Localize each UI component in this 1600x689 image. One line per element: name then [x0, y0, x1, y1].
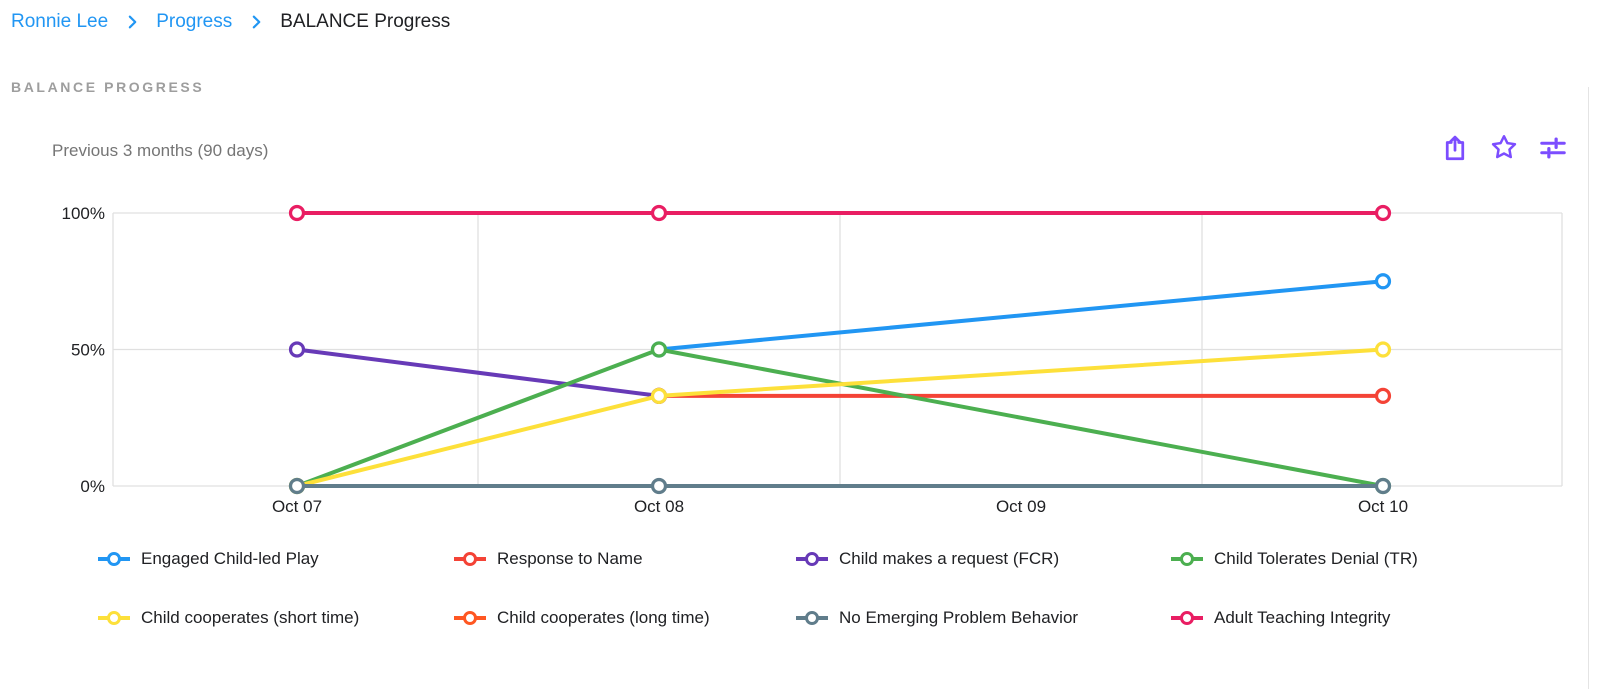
data-point[interactable] — [650, 204, 668, 222]
data-point[interactable] — [650, 387, 668, 405]
legend-label: Child Tolerates Denial (TR) — [1214, 549, 1418, 568]
y-axis-tick: 0% — [80, 477, 105, 496]
data-point[interactable] — [650, 341, 668, 358]
chevron-right-icon — [246, 12, 266, 32]
breadcrumb-link-client[interactable]: Ronnie Lee — [11, 11, 109, 32]
series-line — [295, 347, 661, 398]
legend-label: Child makes a request (FCR) — [839, 549, 1060, 568]
x-axis-tick: Oct 10 — [1358, 497, 1408, 516]
legend-marker-icon — [98, 611, 130, 625]
legend-label: No Emerging Problem Behavior — [839, 608, 1079, 627]
legend-marker-icon — [454, 552, 486, 566]
data-point[interactable] — [288, 477, 306, 495]
breadcrumb-link-progress[interactable]: Progress — [156, 11, 233, 32]
legend-label: Engaged Child-led Play — [141, 549, 319, 568]
legend-label: Response to Name — [497, 549, 643, 568]
legend-marker-icon — [796, 611, 828, 625]
share-icon — [1445, 135, 1465, 161]
legend-marker-icon — [796, 552, 828, 566]
data-point[interactable] — [1374, 273, 1392, 290]
breadcrumb-current: BALANCE Progress — [280, 11, 451, 32]
x-axis-tick: Oct 08 — [634, 497, 684, 516]
page-title: BALANCE PROGRESS — [11, 79, 205, 95]
legend-item[interactable]: Child cooperates (long time) — [453, 605, 710, 631]
legend-marker-icon — [1171, 552, 1203, 566]
legend-item[interactable]: Engaged Child-led Play — [97, 546, 319, 572]
data-point[interactable] — [1374, 477, 1392, 495]
favorite-button[interactable] — [1489, 133, 1519, 163]
data-point[interactable] — [1374, 387, 1392, 405]
breadcrumb: Ronnie Lee Progress BALANCE Progress — [11, 11, 450, 33]
sliders-icon — [1540, 137, 1566, 159]
legend-marker-icon — [454, 611, 486, 625]
legend-item[interactable]: Response to Name — [453, 546, 643, 572]
x-axis-tick: Oct 07 — [272, 497, 322, 516]
panel-divider — [1588, 87, 1589, 689]
data-point[interactable] — [288, 204, 306, 222]
data-point[interactable] — [650, 477, 668, 495]
x-axis-tick: Oct 09 — [996, 497, 1046, 516]
star-icon — [1491, 135, 1517, 159]
data-point[interactable] — [1374, 341, 1392, 358]
legend-item[interactable]: Child Tolerates Denial (TR) — [1170, 546, 1418, 572]
legend-item[interactable]: Child cooperates (short time) — [97, 605, 359, 631]
date-range-label: Previous 3 months (90 days) — [52, 141, 269, 160]
series-line — [657, 279, 1385, 352]
y-axis-tick: 50% — [71, 341, 105, 360]
chart-toolbar — [1440, 133, 1568, 163]
legend-item[interactable]: No Emerging Problem Behavior — [795, 605, 1078, 631]
legend-label: Adult Teaching Integrity — [1214, 608, 1391, 627]
legend-item[interactable]: Adult Teaching Integrity — [1170, 605, 1390, 631]
legend-label: Child cooperates (long time) — [497, 608, 710, 627]
legend-marker-icon — [98, 552, 130, 566]
legend-item[interactable]: Child makes a request (FCR) — [795, 546, 1059, 572]
share-button[interactable] — [1440, 133, 1470, 163]
legend-marker-icon — [1171, 611, 1203, 625]
data-point[interactable] — [288, 341, 306, 358]
legend-label: Child cooperates (short time) — [141, 608, 360, 627]
chart-settings-button[interactable] — [1538, 133, 1568, 163]
chevron-right-icon — [122, 12, 142, 32]
data-point[interactable] — [1374, 204, 1392, 222]
y-axis-tick: 100% — [62, 204, 105, 223]
